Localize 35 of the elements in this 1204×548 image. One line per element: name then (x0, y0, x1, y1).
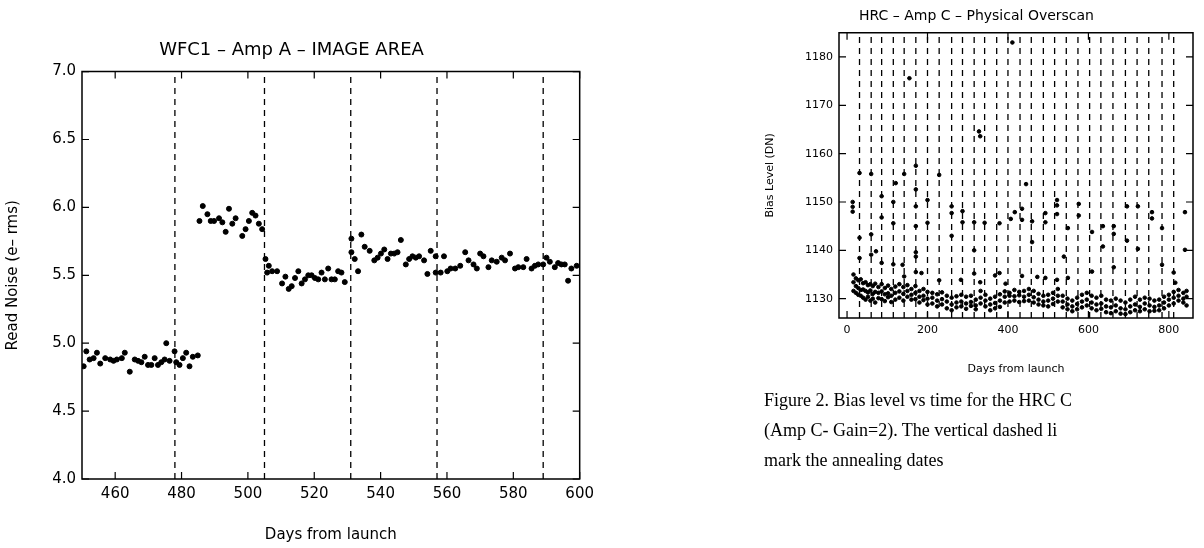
x-tick-label: 400 (997, 323, 1019, 337)
y-tick-label: 1130 (805, 291, 833, 305)
x-tick-label: 580 (499, 483, 528, 502)
y-tick-label: 4.0 (52, 468, 76, 487)
y-tick-label: 1140 (805, 243, 833, 257)
x-tick-label: 0 (843, 323, 851, 337)
y-tick-label: 1170 (805, 98, 833, 112)
x-tick-label: 480 (167, 483, 196, 502)
y-tick-label: 6.5 (52, 129, 76, 148)
x-axis-title: Days from launch (967, 362, 1065, 376)
x-axis-title: Days from launch (264, 524, 397, 543)
caption: Figure 2. Bias level vs time for the HRC C (764, 389, 1072, 412)
x-tick-label: 600 (565, 483, 595, 502)
x-tick-label: 200 (917, 323, 938, 337)
y-tick-label: 6.0 (52, 197, 76, 216)
x-tick-label: 500 (233, 483, 263, 502)
y-tick-label: 1160 (805, 146, 833, 160)
text: mark the annealing dates (764, 449, 945, 472)
y-tick-label: 7.0 (52, 61, 76, 80)
y-axis-title: Bias Level (DN) (763, 133, 777, 218)
y-tick-label: 1180 (805, 49, 833, 63)
x-tick-label: 600 (1077, 323, 1099, 337)
y-axis-title: Read Noise (e– rms) (2, 200, 21, 351)
chart-title: WFC1 – Amp A – IMAGE AREA (159, 38, 425, 60)
x-tick-label: 560 (432, 483, 462, 502)
x-tick-label: 520 (299, 483, 329, 502)
y-tick-label: 4.5 (52, 400, 76, 419)
x-tick-label: 540 (366, 483, 395, 502)
x-tick-label: 800 (1158, 323, 1180, 337)
y-tick-label: 5.0 (52, 333, 76, 352)
y-tick-label: 1150 (805, 194, 833, 208)
text: (Amp C- Gain=2). The vertical dashed li (764, 419, 1059, 442)
y-tick-label: 5.5 (52, 265, 76, 284)
chart-title: HRC – Amp C – Physical Overscan (859, 7, 1094, 24)
x-tick-label: 460 (100, 483, 130, 502)
